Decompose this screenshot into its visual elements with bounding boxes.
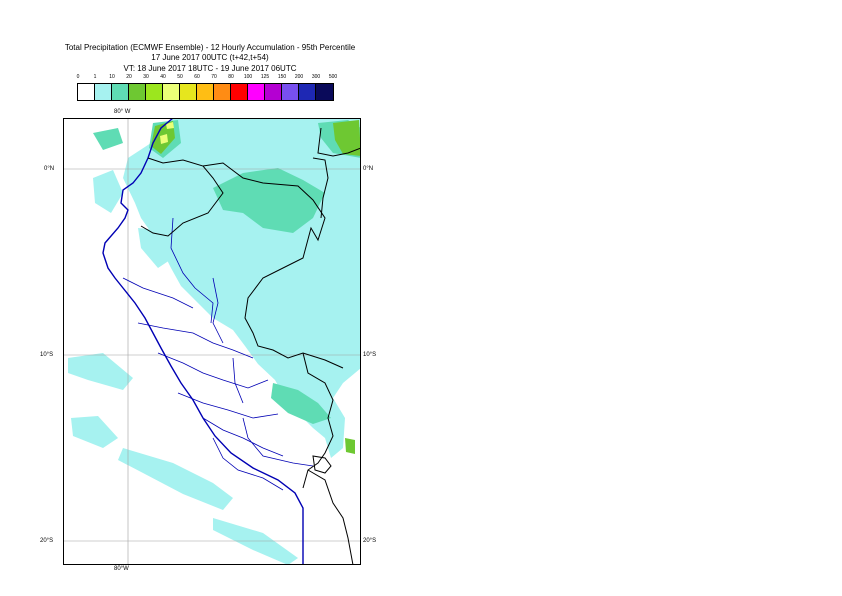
legend-threshold-label: 500 (328, 74, 338, 80)
moderate-precip-area (271, 383, 331, 424)
legend-threshold-label: 70 (211, 74, 217, 80)
offshore-precip-streak (68, 353, 133, 390)
offshore-precip-streak (93, 170, 123, 213)
legend-threshold-label: 300 (311, 74, 321, 80)
legend-swatch (316, 84, 333, 100)
lat-label-left-0: 0°N (44, 166, 55, 172)
country-borders (102, 118, 361, 565)
lon-label-top: 80° W (114, 109, 131, 115)
brazil-colombia-border (312, 157, 329, 219)
offshore-precip-streak (71, 416, 118, 448)
valid-time: VT: 18 June 2017 18UTC - 19 June 2017 06… (123, 64, 297, 73)
legend-threshold-label: 1 (93, 74, 97, 80)
legend-swatch (248, 84, 265, 100)
legend-swatch (78, 84, 95, 100)
legend-threshold-label: 100 (243, 74, 253, 80)
legend-threshold-label: 0 (76, 74, 80, 80)
legend-swatch (180, 84, 197, 100)
legend-swatch (112, 84, 129, 100)
legend-threshold-label: 20 (126, 74, 132, 80)
legend-swatch (163, 84, 180, 100)
map-title: Total Precipitation (ECMWF Ensemble) - 1… (64, 43, 356, 52)
heavy-precip-area (345, 438, 355, 454)
legend-swatch (282, 84, 299, 100)
offshore-precip-streak (118, 448, 233, 510)
map-frame (63, 118, 361, 565)
legend-threshold-label: 40 (160, 74, 166, 80)
lake-titicaca (312, 455, 332, 474)
legend-swatch (197, 84, 214, 100)
legend-threshold-label: 60 (194, 74, 200, 80)
region-borders (122, 217, 314, 491)
lat-label-right-10s: 10°S (363, 352, 377, 358)
legend-swatch (231, 84, 248, 100)
run-info: 17 June 2017 00UTC (t+42,t+54) (151, 53, 269, 62)
offshore-precip-streak (138, 228, 173, 268)
legend-swatch (129, 84, 146, 100)
chile-bolivia-border (307, 469, 354, 565)
precipitation-map (63, 118, 361, 565)
coastline (102, 118, 304, 565)
moderate-precip-area (93, 128, 123, 150)
lat-label-right-0: 0°N (363, 166, 374, 172)
heavy-precip-area (333, 120, 361, 156)
legend-threshold-label: 30 (143, 74, 149, 80)
legend-swatch (265, 84, 282, 100)
offshore-precip-streak (213, 518, 298, 565)
lat-label-right-20s: 20°S (363, 538, 377, 544)
lat-label-left-10s: 10°S (40, 352, 54, 358)
very-heavy-precip-area (166, 122, 174, 129)
legend-swatches (77, 83, 334, 101)
very-heavy-precip-area (160, 134, 168, 144)
legend-threshold-label: 125 (260, 74, 270, 80)
legend-threshold-label: 150 (277, 74, 287, 80)
legend-swatch (146, 84, 163, 100)
peru-colombia-border (202, 162, 344, 369)
legend-swatch (95, 84, 112, 100)
colombia-venezuela-border (317, 127, 361, 157)
ecuador-peru-border (140, 157, 224, 237)
legend-swatch (214, 84, 231, 100)
moderate-precip-area (213, 168, 325, 233)
peru-bolivia-border (302, 352, 334, 489)
lat-label-left-20s: 20°S (40, 538, 54, 544)
legend-threshold-label: 50 (177, 74, 183, 80)
legend-threshold-label: 10 (109, 74, 115, 80)
legend-threshold-label: 200 (294, 74, 304, 80)
lon-label-bottom: 80°W (114, 566, 129, 572)
legend-swatch (299, 84, 316, 100)
legend-threshold-label: 80 (228, 74, 234, 80)
